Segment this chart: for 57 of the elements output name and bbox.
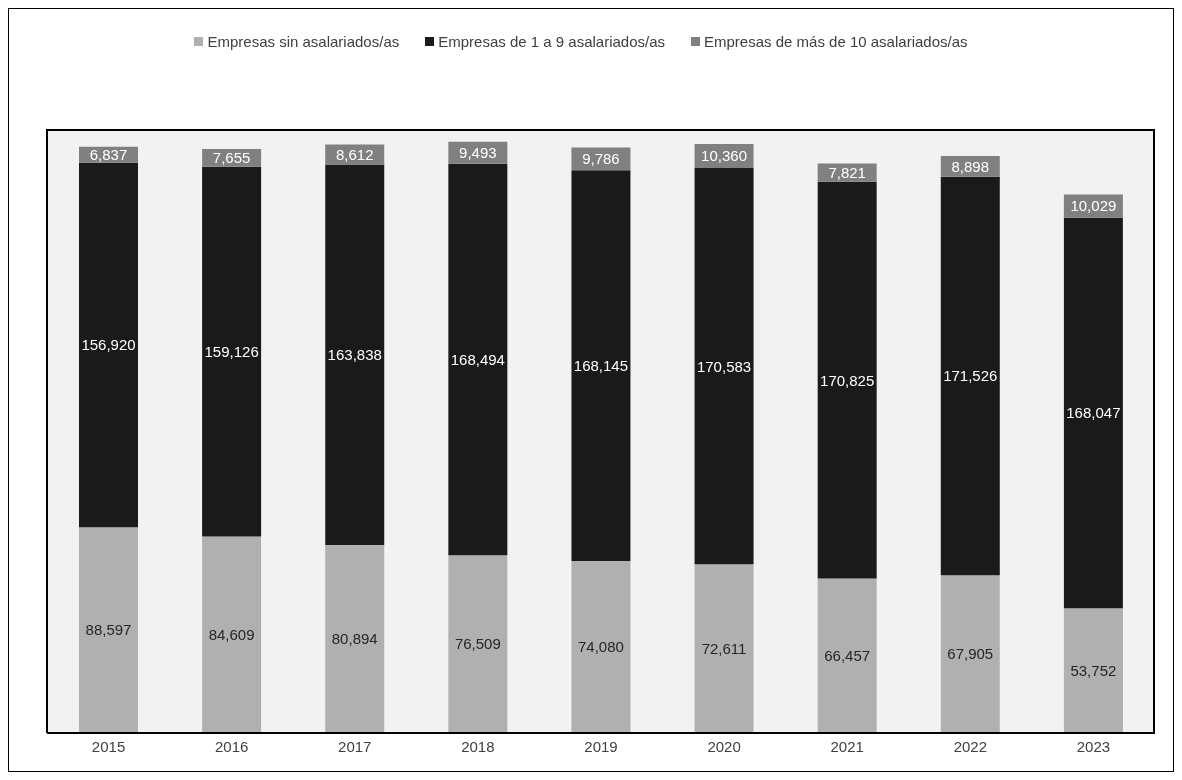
x-tick-label: 2015 (91, 737, 126, 755)
data-label: 6,837 (89, 146, 128, 164)
bar (571, 560, 631, 733)
bar (448, 163, 508, 556)
data-label: 88,597 (85, 621, 132, 639)
bar (571, 170, 631, 561)
legend-label: Empresas de más de 10 asalariados/as (704, 33, 968, 50)
data-label: 168,047 (1066, 404, 1121, 422)
bar (202, 536, 262, 733)
data-label: 170,583 (696, 357, 752, 375)
x-tick-label: 2018 (461, 737, 495, 755)
x-tick-label: 2016 (214, 737, 249, 755)
data-label: 74,080 (578, 638, 624, 656)
x-tick-label: 2022 (953, 737, 988, 755)
data-label: 10,360 (701, 147, 748, 165)
bar (448, 555, 508, 733)
x-tick-label: 2021 (830, 737, 864, 755)
bar (694, 564, 754, 733)
data-label: 7,655 (212, 149, 251, 167)
data-label: 168,494 (450, 350, 505, 368)
data-label: 80,894 (331, 630, 378, 648)
bar (1063, 608, 1123, 733)
bar (817, 181, 877, 579)
bar (79, 162, 139, 528)
bar (1063, 217, 1123, 609)
data-label: 7,821 (828, 164, 866, 182)
data-label: 76,509 (454, 635, 501, 653)
data-label: 171,526 (943, 367, 998, 385)
x-tick-label: 2020 (707, 737, 741, 755)
bar (79, 527, 139, 733)
data-label: 84,609 (208, 626, 255, 644)
bar (694, 168, 754, 565)
bar (940, 176, 1000, 576)
bar (940, 575, 1000, 733)
data-label: 8,898 (951, 157, 990, 175)
legend-label: Empresas de 1 a 9 asalariados/as (438, 33, 666, 50)
x-tick-label: 2019 (584, 737, 618, 755)
data-label: 170,825 (820, 371, 875, 389)
bar (325, 545, 385, 733)
x-tick-label: 2017 (338, 737, 372, 755)
data-label: 168,145 (573, 356, 629, 374)
data-label: 53,752 (1070, 661, 1117, 679)
bar (817, 578, 877, 733)
data-label: 163,838 (327, 346, 382, 364)
legend-label: Empresas sin asalariados/as (207, 33, 400, 50)
data-label: 67,905 (947, 645, 994, 663)
data-label: 9,493 (459, 144, 497, 162)
data-label: 72,611 (701, 639, 747, 657)
data-label: 66,457 (824, 647, 871, 665)
x-tick-label: 2023 (1076, 737, 1111, 755)
bar (202, 166, 262, 537)
data-label: 159,126 (204, 342, 259, 360)
data-label: 8,612 (335, 145, 374, 163)
data-label: 10,029 (1070, 197, 1117, 215)
data-label: 9,786 (582, 150, 620, 168)
data-label: 156,920 (81, 336, 136, 354)
bar (325, 164, 385, 546)
